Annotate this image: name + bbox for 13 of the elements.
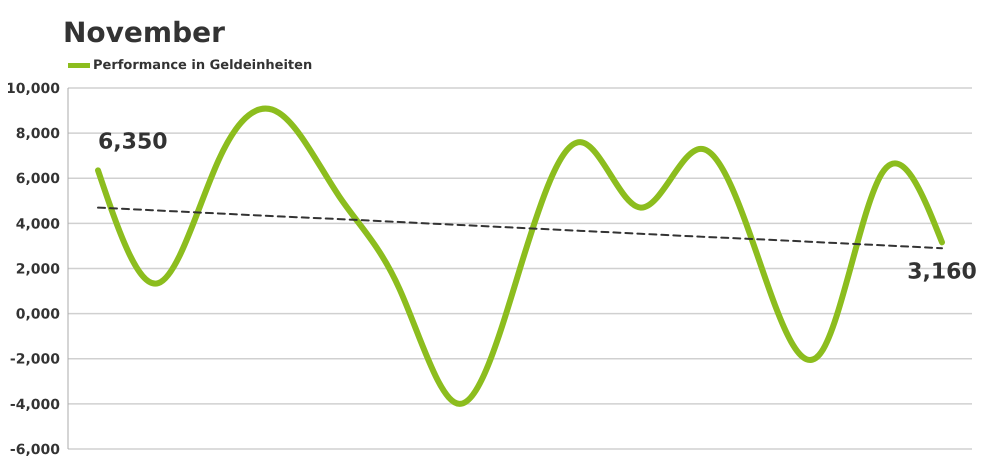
y-tick-label: 8,000 bbox=[16, 126, 60, 142]
chart-title: November bbox=[63, 16, 225, 49]
y-tick-label: 0,000 bbox=[16, 306, 60, 323]
y-tick-label: 4,000 bbox=[16, 216, 60, 232]
data-label: 3,160 bbox=[907, 259, 977, 284]
legend-label: Performance in Geldeinheiten bbox=[92, 58, 312, 73]
line-series bbox=[97, 206, 943, 250]
y-tick-label: 2,000 bbox=[16, 261, 60, 278]
y-tick-label: -6,000 bbox=[10, 442, 60, 458]
data-label: 6,350 bbox=[98, 129, 168, 154]
y-tick-label: -2,000 bbox=[10, 352, 60, 368]
y-tick-label: 6,000 bbox=[16, 171, 60, 188]
y-tick-label: -4,000 bbox=[10, 396, 60, 413]
